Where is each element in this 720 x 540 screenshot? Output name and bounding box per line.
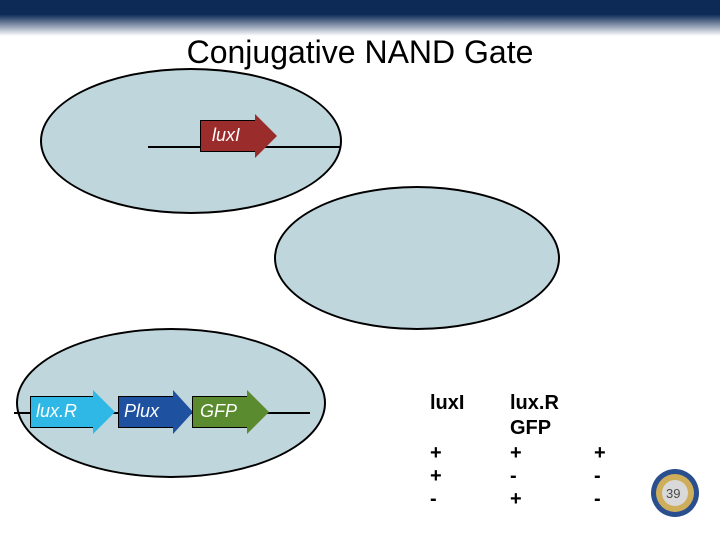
slide-title: Conjugative NAND Gate [0, 34, 720, 71]
truth-table-cell: + [430, 465, 464, 488]
cell-ellipse-1 [274, 186, 560, 330]
cell-ellipse-0 [40, 68, 342, 214]
gene-arrow-plux: Plux [118, 396, 194, 428]
truth-table-header [594, 392, 606, 415]
arrow-head-icon [247, 390, 269, 434]
truth-table-header [430, 417, 464, 440]
gene-arrow-label: luxI [212, 125, 240, 146]
truth-table-col-2: +-- [594, 392, 606, 511]
truth-table-cell: + [510, 488, 559, 511]
truth-table-header [594, 417, 606, 440]
slide: Conjugative NAND Gate luxI lux.R Plux GFP l… [0, 0, 720, 540]
top-gradient-bar [0, 0, 720, 36]
truth-table-cell: - [430, 488, 464, 511]
truth-table-cell: + [510, 442, 559, 465]
arrow-head-icon [255, 114, 277, 158]
gene-arrow-luxi: luxI [200, 120, 278, 152]
gene-arrow-label: Plux [124, 401, 159, 422]
gene-arrow-label: lux.R [36, 401, 77, 422]
gene-arrow-label: GFP [200, 401, 237, 422]
truth-table-header: luxI [430, 392, 464, 415]
truth-table-cell: + [430, 442, 464, 465]
truth-table-cell: + [594, 442, 606, 465]
slide-number: 39 [666, 486, 680, 501]
truth-table-col-0: luxI ++- [430, 392, 464, 511]
truth-table-cell: - [510, 465, 559, 488]
gene-arrow-gfp: GFP [192, 396, 270, 428]
gene-arrow-lux-r: lux.R [30, 396, 116, 428]
truth-table-cell: - [594, 488, 606, 511]
truth-table-header: lux.R [510, 392, 559, 415]
truth-table-cell: - [594, 465, 606, 488]
truth-table-header: GFP [510, 417, 559, 440]
arrow-head-icon [93, 390, 115, 434]
arrow-head-icon [173, 390, 193, 434]
truth-table-col-1: lux.RGFP+-+ [510, 392, 559, 511]
